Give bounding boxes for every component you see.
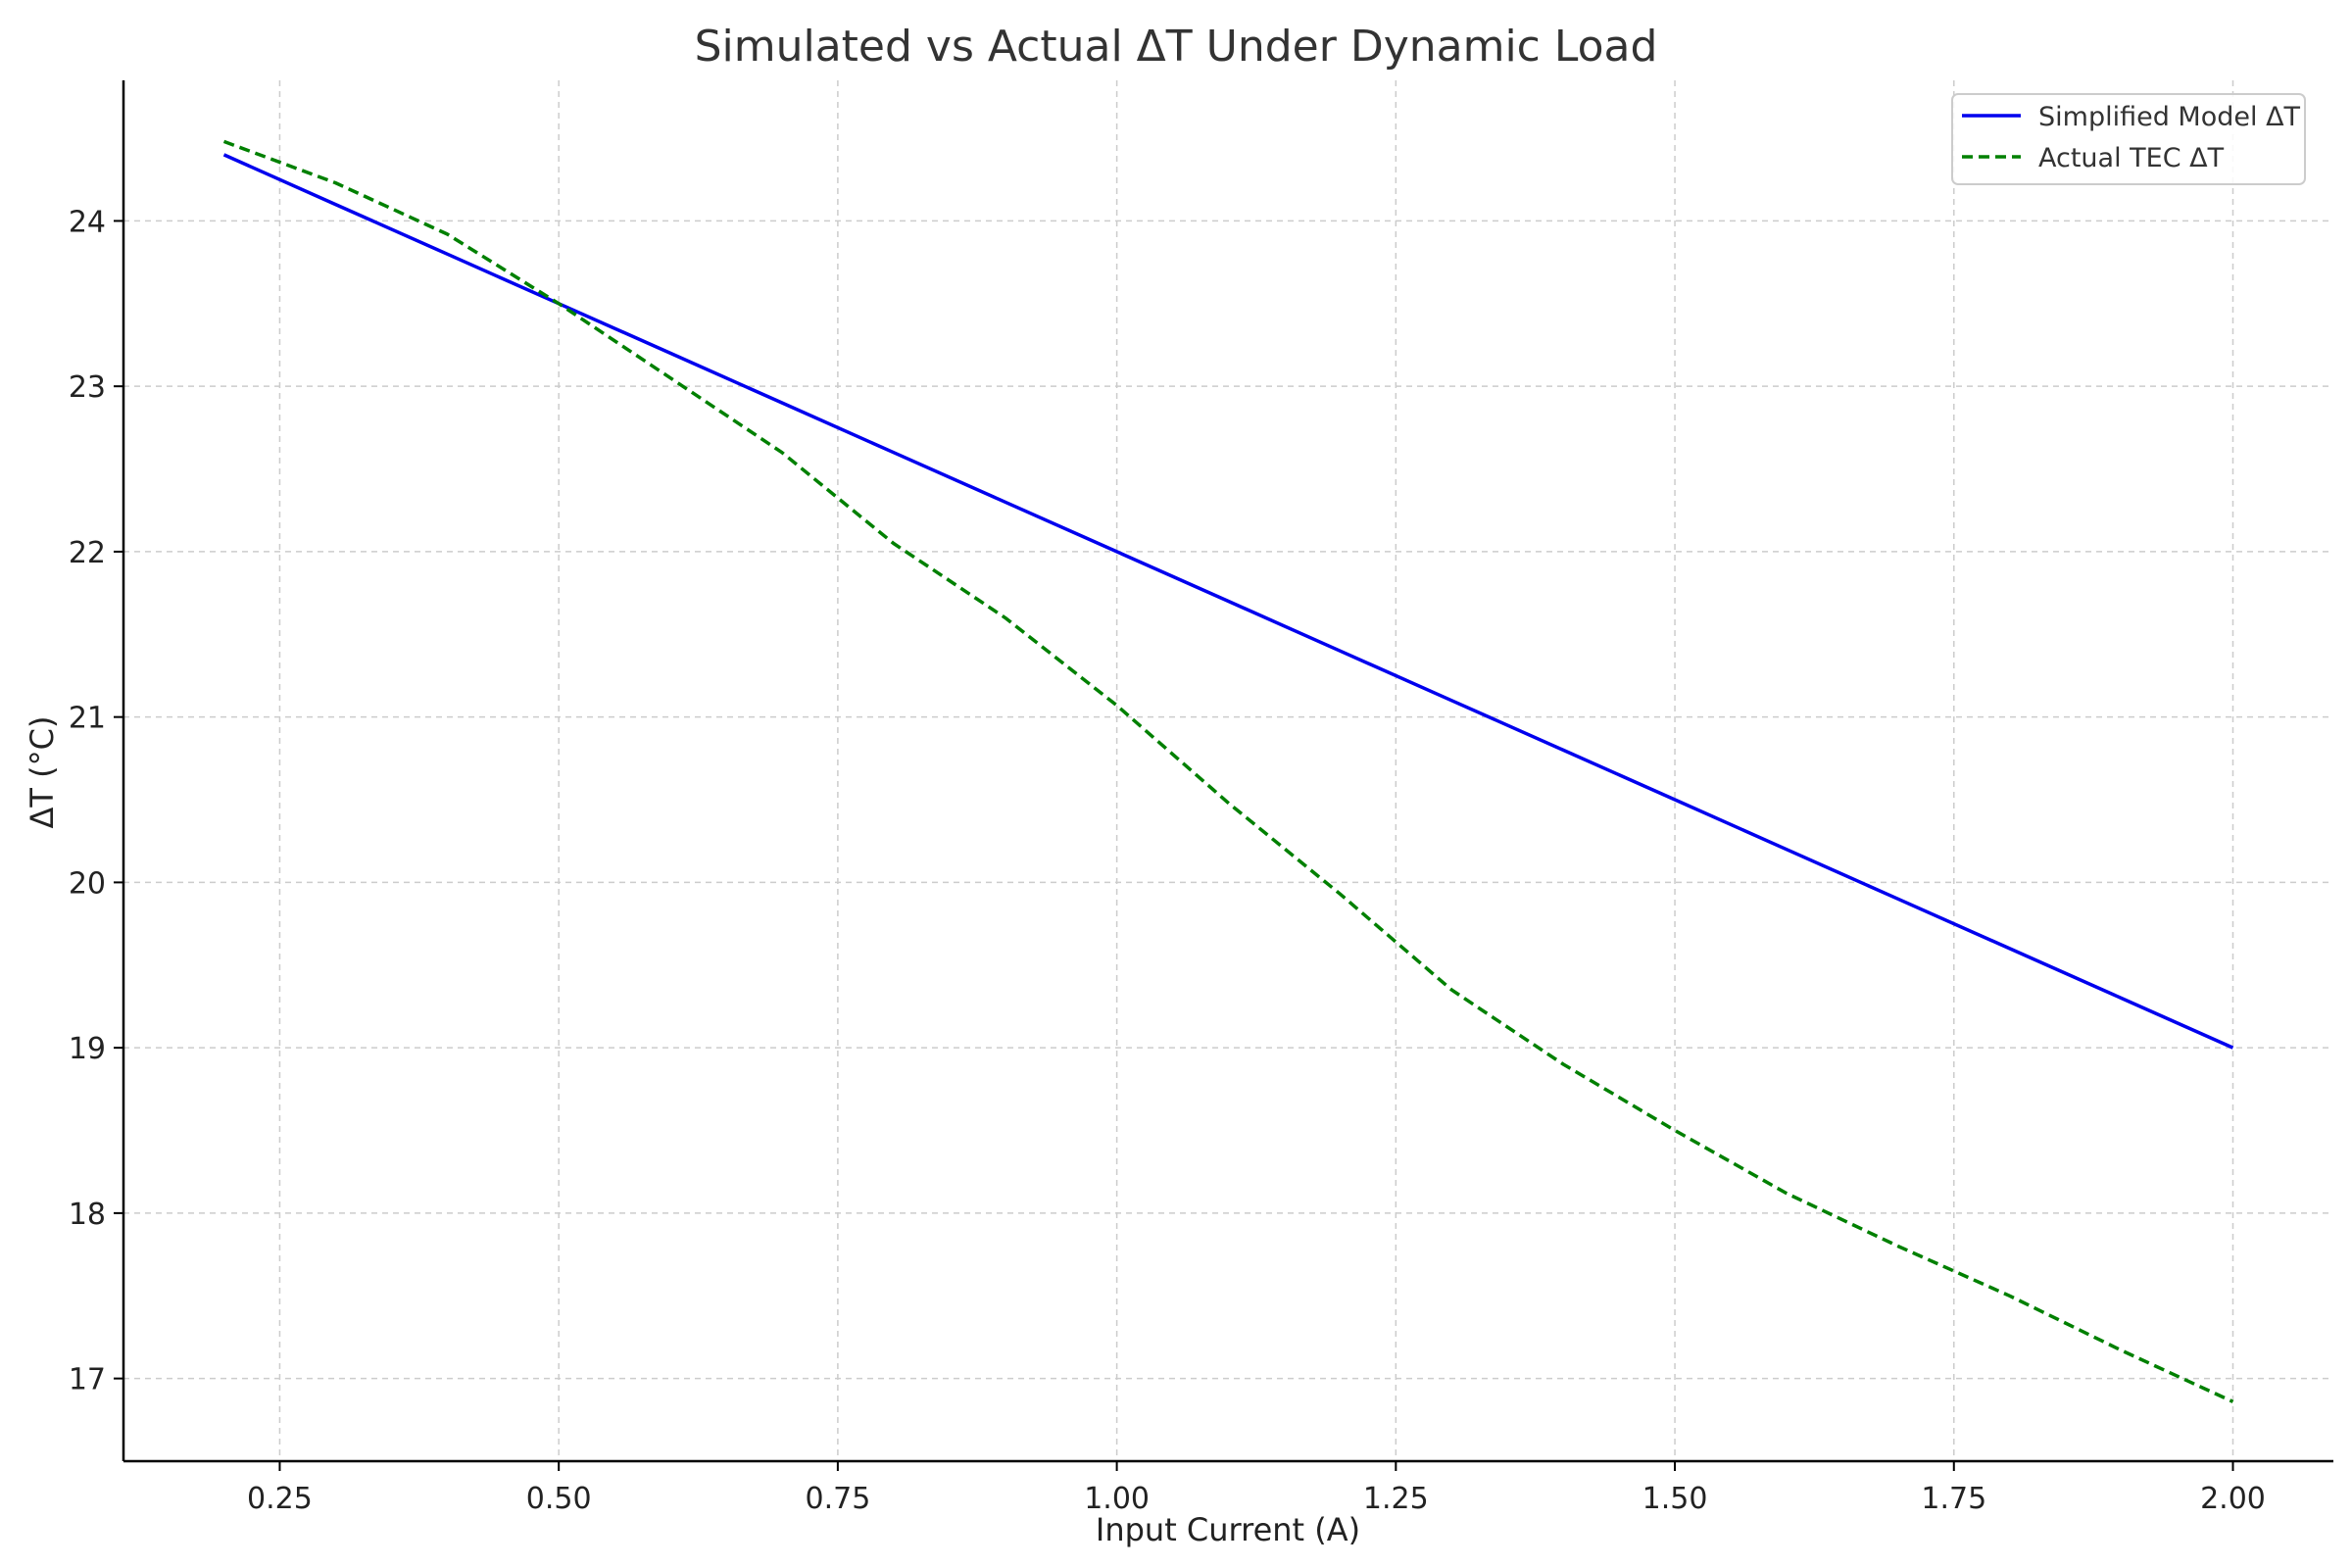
data-series xyxy=(222,139,2234,1403)
x-tick-label: 1.00 xyxy=(1084,1482,1150,1516)
y-tick-label: 20 xyxy=(69,866,106,901)
legend: Simplified Model ΔT Actual TEC ΔT xyxy=(1951,93,2306,185)
x-tick-label: 1.25 xyxy=(1363,1482,1429,1516)
legend-label-actual-tec: Actual TEC ΔT xyxy=(2038,143,2225,173)
legend-label-simplified-model: Simplified Model ΔT xyxy=(2038,102,2301,132)
x-tick-label: 0.75 xyxy=(805,1482,870,1516)
y-tick-label: 22 xyxy=(69,536,106,570)
x-tick-label: 0.50 xyxy=(526,1482,592,1516)
tick-labels: 0.25 0.50 0.75 1.00 1.25 1.50 1.75 2.00 17 18 19 20… xyxy=(69,205,2266,1516)
x-tick-label: 2.00 xyxy=(2200,1482,2266,1516)
grid-lines xyxy=(123,80,2333,1461)
y-tick-label: 24 xyxy=(69,205,106,239)
legend-frame xyxy=(1951,93,2306,185)
y-tick-label: 21 xyxy=(69,702,106,736)
y-tick-label: 23 xyxy=(69,370,106,405)
x-tick-label: 1.75 xyxy=(1921,1482,1986,1516)
chart-title: Simulated vs Actual ΔT Under Dynamic Loa… xyxy=(695,22,1658,72)
series-line-simplified-model xyxy=(222,153,2234,1050)
axes xyxy=(122,80,2333,1463)
y-tick-label: 18 xyxy=(69,1198,106,1232)
x-tick-label: 0.25 xyxy=(247,1482,313,1516)
y-axis-label: ΔT (°C) xyxy=(24,716,61,829)
series-line-actual-tec xyxy=(222,139,2234,1403)
x-axis-label: Input Current (A) xyxy=(1096,1511,1360,1548)
y-tick-label: 17 xyxy=(69,1363,106,1397)
y-tick-label: 19 xyxy=(69,1032,106,1066)
x-tick-label: 1.50 xyxy=(1642,1482,1708,1516)
